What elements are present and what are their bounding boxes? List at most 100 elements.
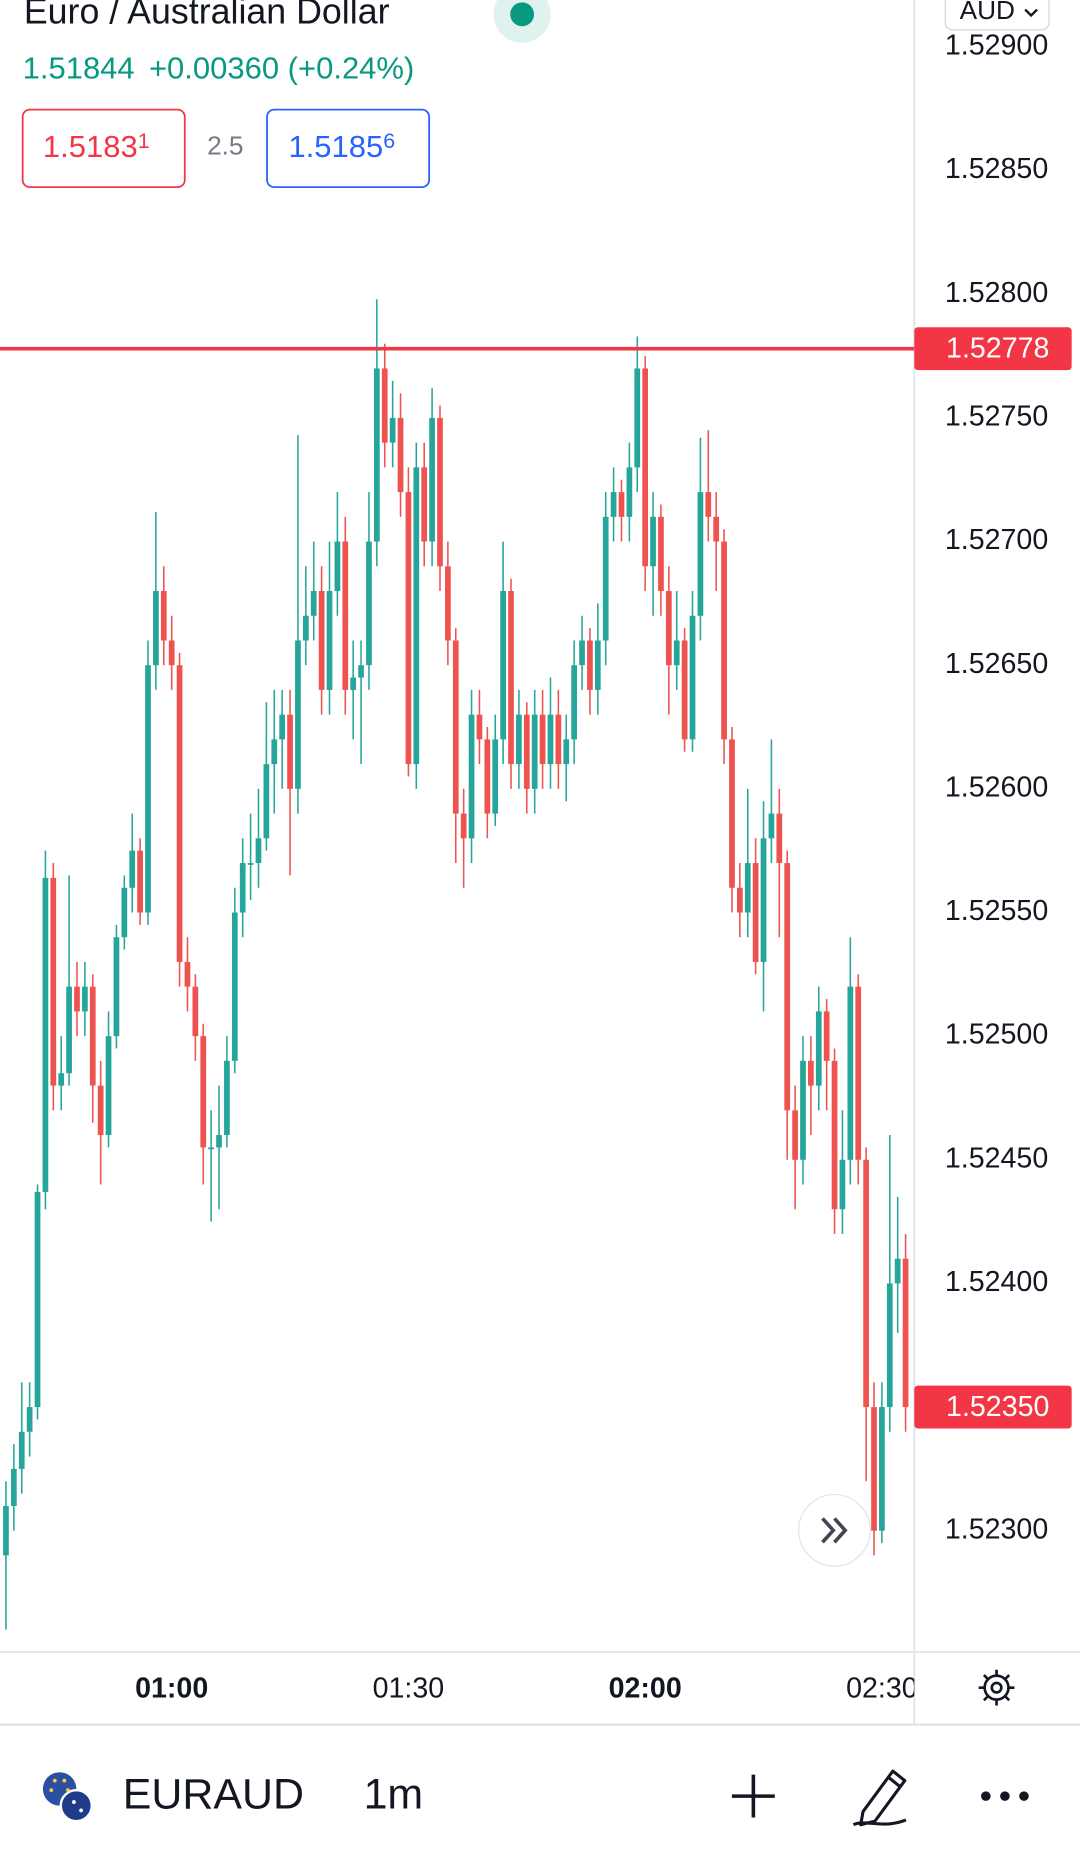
candle-body bbox=[3, 1505, 9, 1556]
candle-body bbox=[736, 887, 743, 913]
candle-body bbox=[310, 591, 317, 616]
currency-label: AUD bbox=[960, 0, 1015, 25]
candle-body bbox=[405, 492, 412, 765]
candle-body bbox=[547, 714, 554, 765]
candle-body bbox=[160, 591, 167, 641]
candle-body bbox=[66, 986, 72, 1074]
candle-body bbox=[594, 640, 601, 690]
candle-body bbox=[200, 1036, 207, 1148]
price-label-box bbox=[914, 1385, 1072, 1429]
y-tick-label: 1.52750 bbox=[945, 400, 1048, 432]
candle-body bbox=[413, 467, 420, 765]
y-tick-label: 1.52900 bbox=[945, 30, 1048, 62]
candle-body bbox=[508, 591, 514, 765]
candle-body bbox=[823, 1011, 830, 1061]
candle-body bbox=[879, 1407, 885, 1531]
drawing-icon[interactable] bbox=[852, 1769, 907, 1827]
buy-price-main: 1.5185 bbox=[288, 129, 383, 164]
currency-dropdown[interactable] bbox=[944, 0, 1050, 31]
candle-body bbox=[216, 1135, 222, 1148]
candle-body bbox=[287, 714, 293, 789]
sell-price-main: 1.5183 bbox=[43, 129, 138, 164]
candle-body bbox=[744, 863, 751, 913]
candle-body bbox=[626, 467, 633, 517]
candle-body bbox=[808, 1060, 814, 1086]
symbol-title: Euro / Australian Dollar bbox=[24, 0, 390, 32]
market-status-dot[interactable] bbox=[510, 2, 535, 27]
candle-body bbox=[224, 1060, 230, 1136]
candle-body bbox=[373, 368, 380, 542]
price-change: +0.00360 (+0.24%) bbox=[149, 51, 414, 86]
footer-interval[interactable]: 1m bbox=[364, 1771, 424, 1819]
candle-body bbox=[555, 714, 562, 765]
candle-body bbox=[681, 640, 688, 740]
candle-body bbox=[34, 1191, 41, 1408]
candle-body bbox=[618, 492, 625, 517]
candle-body bbox=[492, 739, 499, 814]
candle-body bbox=[129, 850, 136, 888]
candle-body bbox=[239, 863, 246, 913]
y-tick-label: 1.52800 bbox=[945, 277, 1048, 309]
plot-area: 01:00 01:30 02:00 02:30 bbox=[0, 299, 918, 1705]
more-icon[interactable] bbox=[981, 1791, 1029, 1801]
candle-body bbox=[886, 1283, 893, 1408]
y-tick-label: 1.52500 bbox=[945, 1019, 1048, 1051]
candle-body bbox=[18, 1431, 25, 1469]
double-chevron bbox=[821, 1517, 848, 1544]
candle-body bbox=[342, 541, 349, 690]
x-tick-label: 02:30 bbox=[846, 1673, 918, 1705]
y-tick-label: 1.52400 bbox=[945, 1266, 1048, 1298]
symbol-flag-icon bbox=[42, 1772, 93, 1823]
y-tick-label: 1.52850 bbox=[945, 153, 1048, 185]
candle-body bbox=[145, 665, 151, 913]
candle-body bbox=[137, 850, 143, 913]
price-line: 1.51844 +0.00360 (+0.24%) bbox=[23, 51, 415, 86]
price-label: 1.52778 bbox=[946, 332, 1049, 364]
candle-body bbox=[634, 368, 641, 468]
x-tick-label: 02:00 bbox=[609, 1673, 682, 1705]
candle-body bbox=[263, 764, 270, 839]
candle-body bbox=[563, 739, 570, 765]
candle-body bbox=[97, 1085, 104, 1136]
candle-body bbox=[705, 492, 712, 517]
candle-body bbox=[894, 1258, 901, 1284]
candle-body bbox=[847, 986, 854, 1160]
candle-body bbox=[271, 739, 278, 765]
candle-body bbox=[855, 986, 862, 1160]
dropdown-caret bbox=[1024, 8, 1038, 18]
candle-body bbox=[318, 591, 325, 690]
settings-icon[interactable] bbox=[978, 1669, 1015, 1706]
candle-body bbox=[42, 877, 49, 1192]
add-icon[interactable] bbox=[731, 1774, 775, 1818]
y-tick-label: 1.52450 bbox=[945, 1142, 1048, 1174]
candle-body bbox=[437, 417, 443, 567]
candle-body bbox=[800, 1060, 806, 1160]
candle-body bbox=[113, 937, 120, 1037]
candle-body bbox=[902, 1258, 909, 1408]
candle-body bbox=[208, 1147, 214, 1150]
sell-button[interactable] bbox=[21, 108, 186, 189]
candle-body bbox=[729, 739, 735, 888]
candle-body bbox=[776, 813, 783, 864]
candle-body bbox=[279, 714, 286, 740]
candle-body bbox=[302, 615, 309, 641]
last-price: 1.51844 bbox=[23, 51, 135, 86]
candle-body bbox=[476, 714, 483, 740]
y-tick-label: 1.52600 bbox=[945, 771, 1048, 803]
candle-body bbox=[642, 368, 649, 567]
buy-button[interactable] bbox=[266, 108, 431, 189]
price-label: 1.52350 bbox=[946, 1391, 1049, 1423]
candle-body bbox=[153, 591, 159, 666]
candle-body bbox=[689, 615, 696, 740]
candle-body bbox=[516, 714, 522, 765]
candle-body bbox=[863, 1159, 869, 1408]
candle-body bbox=[673, 640, 680, 666]
buy-price: 1.51856 bbox=[288, 129, 395, 165]
footer-symbol[interactable]: EURAUD bbox=[123, 1771, 304, 1819]
candle-body bbox=[58, 1073, 65, 1086]
candle-body bbox=[658, 516, 664, 592]
candle-body bbox=[82, 986, 88, 1012]
candle-body bbox=[445, 566, 451, 641]
candle-body bbox=[255, 838, 262, 864]
